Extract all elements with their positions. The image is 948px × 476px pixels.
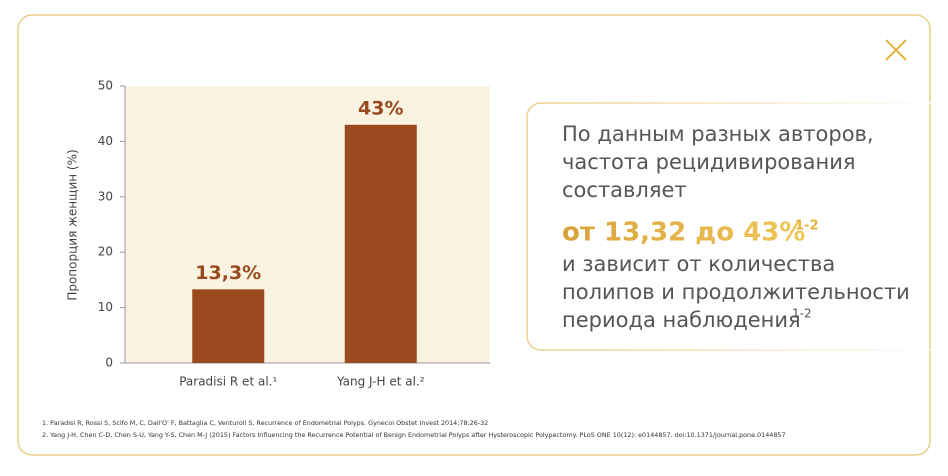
bar xyxy=(192,289,265,363)
callout: По данным разных авторов, частота рециди… xyxy=(562,122,910,332)
callout-text: периода наблюдения xyxy=(562,308,801,332)
y-tick-label: 20 xyxy=(98,245,113,259)
callout-text: По данным разных авторов, xyxy=(562,122,874,146)
callout-highlight: от 13,32 до 43% xyxy=(562,218,805,248)
callout-text: и зависит от количества xyxy=(562,252,835,276)
callout-box xyxy=(526,102,948,351)
close-button[interactable] xyxy=(885,39,907,61)
y-tick-label: 40 xyxy=(98,134,113,148)
plot-area xyxy=(125,86,490,363)
callout-text: полипов и продолжительности xyxy=(562,280,910,304)
footnote: 1. Paradisi R, Rossi S, Scifo M, C, Dall… xyxy=(42,419,488,427)
y-tick-label: 50 xyxy=(98,79,113,93)
y-tick-label: 30 xyxy=(98,189,113,203)
callout-sup: 1-2 xyxy=(792,307,812,321)
callout-text: составляет xyxy=(562,178,687,202)
footnote: 2. Yang J-H, Chen C-D, Chen S-U, Yang Y-… xyxy=(42,431,786,439)
data-label: 43% xyxy=(358,97,403,119)
data-label: 13,3% xyxy=(195,262,261,284)
callout-text: частота рецидивирования xyxy=(562,150,856,174)
x-tick-label: Yang J-H et al.² xyxy=(336,375,425,389)
callout-sup: 1-2 xyxy=(795,219,819,234)
y-axis-label: Пропорция женщин (%) xyxy=(66,149,80,300)
y-tick-label: 0 xyxy=(105,356,113,370)
y-tick-label: 10 xyxy=(98,300,113,314)
x-tick-label: Paradisi R et al.¹ xyxy=(179,375,277,389)
bar xyxy=(344,124,417,363)
